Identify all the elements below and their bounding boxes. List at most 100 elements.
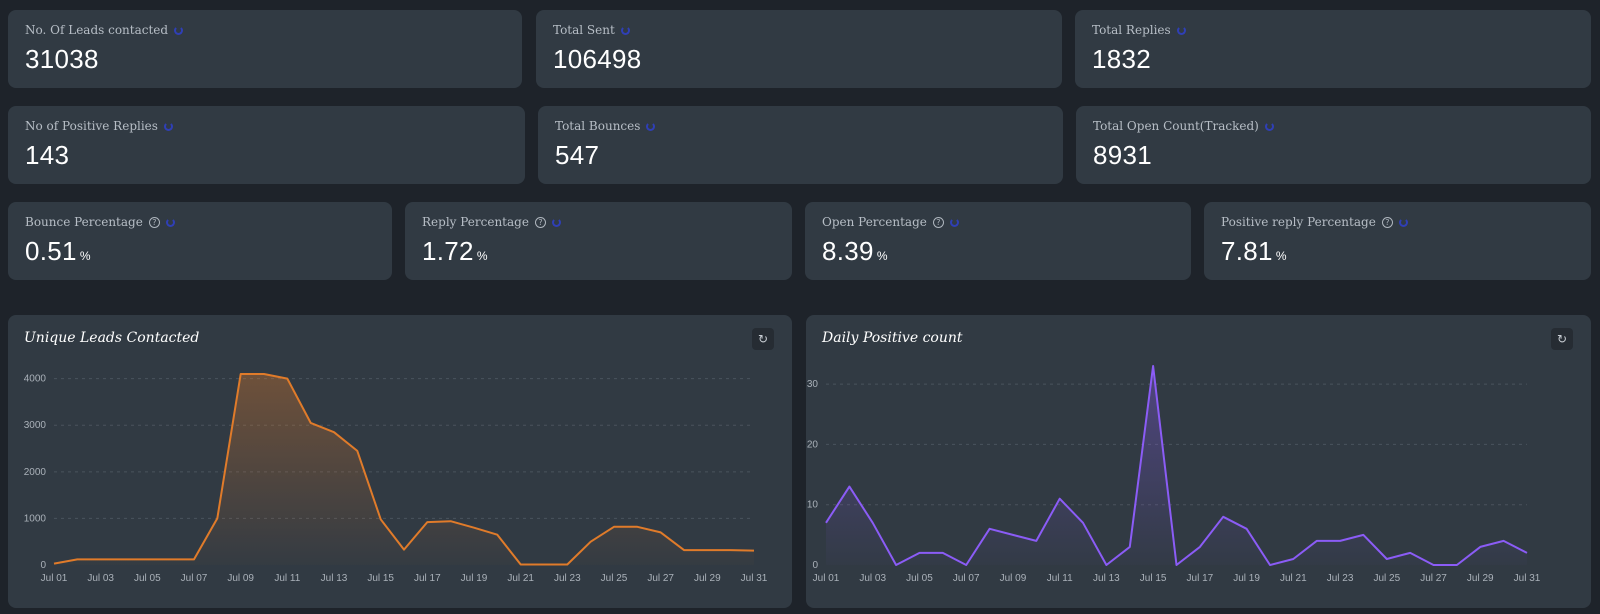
stat-label: No. Of Leads contacted bbox=[25, 23, 184, 37]
x-tick-label: Jul 25 bbox=[601, 573, 628, 584]
series-area bbox=[826, 366, 1527, 565]
series-line[interactable] bbox=[825, 365, 1528, 566]
percent-unit: % bbox=[476, 249, 488, 263]
x-tick-label: Jul 19 bbox=[1233, 573, 1260, 584]
x-tick-label: Jul 07 bbox=[953, 573, 980, 584]
stat-card-positive-replies: No of Positive Replies 143 bbox=[8, 106, 525, 184]
stat-card-total-sent: Total Sent 106498 bbox=[536, 10, 1062, 88]
x-tick-label: Jul 01 bbox=[813, 573, 840, 584]
refresh-icon[interactable] bbox=[551, 217, 561, 227]
stat-value: 31038 bbox=[25, 44, 99, 74]
stat-label: Bounce Percentage? bbox=[25, 215, 175, 229]
y-tick-label: 10 bbox=[807, 500, 819, 511]
stat-value: 8.39% bbox=[822, 236, 888, 266]
x-tick-label: Jul 03 bbox=[87, 573, 114, 584]
stat-value: 1.72% bbox=[422, 236, 488, 266]
help-icon[interactable]: ? bbox=[148, 216, 160, 228]
stat-card-bounce-percentage: Bounce Percentage? 0.51% bbox=[8, 202, 392, 280]
stat-value: 1832 bbox=[1092, 44, 1152, 74]
chart-card-daily-positive: Daily Positive count ↻ 0 10 20 30 Jul 01 Jul … bbox=[806, 315, 1591, 608]
stat-card-leads-contacted: No. Of Leads contacted 31038 bbox=[8, 10, 522, 88]
x-tick-label: Jul 31 bbox=[741, 573, 768, 584]
stat-label: Total Sent bbox=[553, 23, 630, 37]
stat-value: 547 bbox=[555, 140, 600, 170]
chart-title: Unique Leads Contacted bbox=[24, 330, 200, 346]
series-line[interactable] bbox=[53, 373, 755, 566]
x-tick-label: Jul 19 bbox=[461, 573, 488, 584]
stat-label: Positive reply Percentage? bbox=[1221, 215, 1408, 229]
y-tick-label: 0 bbox=[40, 560, 46, 571]
x-tick-label: Jul 09 bbox=[227, 573, 254, 584]
refresh-icon[interactable] bbox=[1176, 25, 1186, 35]
x-tick-label: Jul 15 bbox=[367, 573, 394, 584]
percent-unit: % bbox=[79, 249, 91, 263]
chart-card-unique-leads: Unique Leads Contacted ↻ 0 1000 2000 3000 40… bbox=[8, 315, 792, 608]
x-tick-label: Jul 27 bbox=[1420, 573, 1447, 584]
x-tick-label: Jul 13 bbox=[1093, 573, 1120, 584]
x-tick-label: Jul 15 bbox=[1140, 573, 1167, 584]
stat-value: 7.81% bbox=[1221, 236, 1287, 266]
stat-card-open-percentage: Open Percentage? 8.39% bbox=[805, 202, 1191, 280]
refresh-icon[interactable] bbox=[1264, 121, 1274, 131]
refresh-icon[interactable] bbox=[174, 25, 184, 35]
x-tick-label: Jul 21 bbox=[1280, 573, 1307, 584]
stat-card-reply-percentage: Reply Percentage? 1.72% bbox=[405, 202, 792, 280]
x-tick-label: Jul 31 bbox=[1514, 573, 1541, 584]
x-tick-label: Jul 01 bbox=[41, 573, 68, 584]
unique-leads-chart: 0 1000 2000 3000 4000 Jul 01 Jul 03 Jul 05 Jul 0… bbox=[24, 373, 768, 584]
x-tick-label: Jul 27 bbox=[647, 573, 674, 584]
refresh-icon[interactable] bbox=[1398, 217, 1408, 227]
stat-card-total-bounces: Total Bounces 547 bbox=[538, 106, 1063, 184]
y-tick-label: 3000 bbox=[24, 420, 47, 431]
x-tick-label: Jul 23 bbox=[554, 573, 581, 584]
percent-unit: % bbox=[876, 249, 888, 263]
stat-card-total-open-count: Total Open Count(Tracked) 8931 bbox=[1076, 106, 1591, 184]
x-tick-label: Jul 05 bbox=[134, 573, 161, 584]
x-tick-label: Jul 11 bbox=[274, 573, 300, 584]
y-tick-label: 4000 bbox=[24, 374, 47, 385]
refresh-icon[interactable] bbox=[620, 25, 630, 35]
stat-label: Open Percentage? bbox=[822, 215, 959, 229]
stat-value: 143 bbox=[25, 140, 70, 170]
stat-card-positive-reply-percentage: Positive reply Percentage? 7.81% bbox=[1204, 202, 1591, 280]
refresh-icon[interactable] bbox=[646, 121, 656, 131]
x-tick-label: Jul 29 bbox=[694, 573, 721, 584]
y-tick-label: 30 bbox=[807, 379, 819, 390]
x-tick-label: Jul 05 bbox=[906, 573, 933, 584]
daily-positive-chart: 0 10 20 30 Jul 01 Jul 03 Jul 05 Jul 07 Jul 09 Jul… bbox=[807, 365, 1541, 584]
refresh-icon[interactable] bbox=[949, 217, 959, 227]
refresh-icon[interactable] bbox=[163, 121, 173, 131]
y-tick-label: 20 bbox=[807, 439, 819, 450]
series-area bbox=[54, 374, 754, 565]
chart-title: Daily Positive count bbox=[822, 330, 963, 346]
stat-label: Total Bounces bbox=[555, 119, 656, 133]
x-tick-label: Jul 03 bbox=[859, 573, 886, 584]
x-tick-label: Jul 25 bbox=[1373, 573, 1400, 584]
stat-label: Total Replies bbox=[1092, 23, 1186, 37]
stat-value: 8931 bbox=[1093, 140, 1153, 170]
refresh-icon[interactable]: ↻ bbox=[752, 328, 774, 350]
stat-card-total-replies: Total Replies 1832 bbox=[1075, 10, 1591, 88]
x-tick-label: Jul 09 bbox=[1000, 573, 1027, 584]
refresh-icon[interactable]: ↻ bbox=[1551, 328, 1573, 350]
help-icon[interactable]: ? bbox=[1381, 216, 1393, 228]
x-tick-label: Jul 11 bbox=[1047, 573, 1073, 584]
x-tick-label: Jul 23 bbox=[1327, 573, 1354, 584]
y-tick-label: 1000 bbox=[24, 513, 47, 524]
x-tick-label: Jul 29 bbox=[1467, 573, 1494, 584]
stat-value: 0.51% bbox=[25, 236, 91, 266]
stat-label: No of Positive Replies bbox=[25, 119, 173, 133]
x-tick-label: Jul 21 bbox=[507, 573, 534, 584]
refresh-icon[interactable] bbox=[165, 217, 175, 227]
y-tick-label: 0 bbox=[812, 560, 818, 571]
help-icon[interactable]: ? bbox=[932, 216, 944, 228]
x-tick-label: Jul 17 bbox=[1187, 573, 1214, 584]
stat-label: Reply Percentage? bbox=[422, 215, 561, 229]
x-tick-label: Jul 17 bbox=[414, 573, 441, 584]
stat-label: Total Open Count(Tracked) bbox=[1093, 119, 1274, 133]
help-icon[interactable]: ? bbox=[534, 216, 546, 228]
percent-unit: % bbox=[1275, 249, 1287, 263]
x-tick-label: Jul 13 bbox=[321, 573, 348, 584]
x-tick-label: Jul 07 bbox=[181, 573, 208, 584]
stat-value: 106498 bbox=[553, 44, 642, 74]
